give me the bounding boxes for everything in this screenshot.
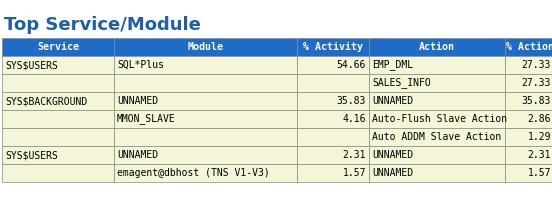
Bar [114,38,297,56]
Text: 4.16: 4.16 [342,114,366,124]
Bar [369,146,505,164]
Text: 1.57: 1.57 [342,168,366,178]
Bar [2,56,114,74]
Bar [297,56,369,74]
Bar [369,110,505,128]
Bar [114,74,297,92]
Bar [369,74,505,92]
Bar [297,146,369,164]
Text: emagent@dbhost (TNS V1-V3): emagent@dbhost (TNS V1-V3) [117,168,270,178]
Bar [297,74,369,92]
Bar [369,92,505,110]
Text: 1.57: 1.57 [528,168,551,178]
Text: SYS$USERS: SYS$USERS [5,150,58,160]
Bar [297,110,369,128]
Text: Auto ADDM Slave Action: Auto ADDM Slave Action [372,132,501,142]
Bar [505,74,552,92]
Text: 1.29: 1.29 [528,132,551,142]
Text: % Activity: % Activity [303,42,363,52]
Text: SYS$USERS: SYS$USERS [5,60,58,70]
Text: Service: Service [37,42,79,52]
Bar [369,56,505,74]
Text: 35.83: 35.83 [522,96,551,106]
Text: SYS$BACKGROUND: SYS$BACKGROUND [5,96,87,106]
Text: 2.31: 2.31 [528,150,551,160]
Bar [114,110,297,128]
Text: UNNAMED: UNNAMED [372,96,413,106]
Bar [297,128,369,146]
Bar [114,92,297,110]
Bar [505,164,552,182]
Text: UNNAMED: UNNAMED [117,150,158,160]
Bar [505,56,552,74]
Bar [369,128,505,146]
Bar [114,164,297,182]
Text: Module: Module [188,42,224,52]
Text: 27.33: 27.33 [522,60,551,70]
Bar [297,92,369,110]
Bar [2,92,114,110]
Text: Action: Action [419,42,455,52]
Text: EMP_DML: EMP_DML [372,60,413,70]
Text: UNNAMED: UNNAMED [117,96,158,106]
Bar [297,38,369,56]
Bar [369,164,505,182]
Text: % Action: % Action [506,42,552,52]
Bar [2,164,114,182]
Bar [505,38,552,56]
Bar [114,146,297,164]
Text: UNNAMED: UNNAMED [372,168,413,178]
Bar [2,38,114,56]
Text: Top Service/Module: Top Service/Module [4,16,201,34]
Bar [505,128,552,146]
Bar [2,74,114,92]
Bar [505,146,552,164]
Bar [2,110,114,128]
Bar [505,92,552,110]
Text: 27.33: 27.33 [522,78,551,88]
Bar [505,110,552,128]
Text: Auto-Flush Slave Action: Auto-Flush Slave Action [372,114,507,124]
Text: 2.86: 2.86 [528,114,551,124]
Text: SALES_INFO: SALES_INFO [372,78,431,88]
Text: 2.31: 2.31 [342,150,366,160]
Bar [114,56,297,74]
Text: SQL*Plus: SQL*Plus [117,60,164,70]
Bar [2,146,114,164]
Bar [369,38,505,56]
Text: MMON_SLAVE: MMON_SLAVE [117,114,176,124]
Bar [297,164,369,182]
Bar [2,128,114,146]
Text: UNNAMED: UNNAMED [372,150,413,160]
Text: 54.66: 54.66 [337,60,366,70]
Bar [114,128,297,146]
Text: 35.83: 35.83 [337,96,366,106]
